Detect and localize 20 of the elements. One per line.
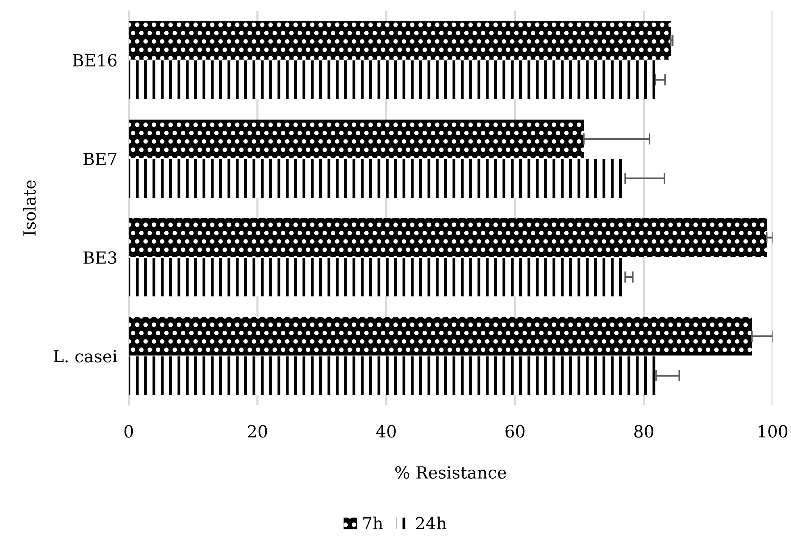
y-tick-label: BE16 [73, 54, 117, 67]
x-tick-label: 80 [634, 425, 654, 438]
x-tick-label: 20 [248, 425, 268, 438]
legend-label: 7h [364, 516, 384, 530]
y-tick-label: BE3 [84, 252, 117, 264]
legend-label: 24h [416, 516, 447, 530]
bar [128, 356, 656, 396]
y-axis-title: Isolate [23, 180, 36, 236]
bar [128, 218, 768, 258]
bar [128, 317, 752, 356]
bar [128, 120, 584, 159]
y-tick-label: BE7 [84, 153, 117, 166]
x-tick-label: 0 [124, 425, 134, 438]
x-tick-label: 60 [506, 425, 525, 438]
x-tick-label: 100 [758, 425, 788, 438]
y-tick-label: L. casei [54, 350, 118, 363]
bar [128, 60, 656, 100]
bar [128, 21, 672, 60]
x-axis-title: % Resistance [396, 466, 506, 479]
x-tick-label: 40 [376, 425, 396, 438]
